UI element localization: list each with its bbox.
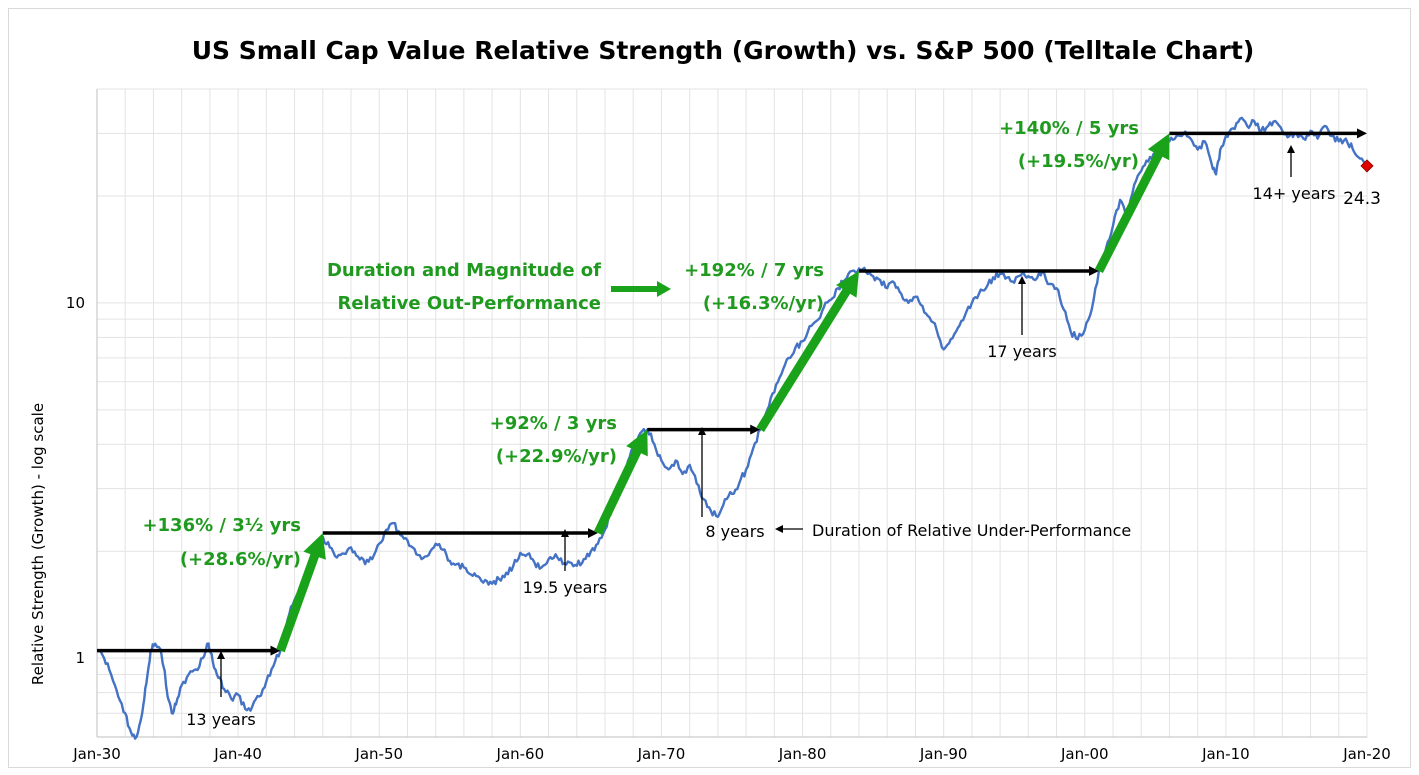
x-tick-label: Jan-80 [778,745,827,763]
duration-label: 14+ years [1253,184,1336,203]
x-tick-label: Jan-30 [72,745,121,763]
x-tick-label: Jan-20 [1342,745,1391,763]
x-tick-label: Jan-70 [637,745,686,763]
under-performance-legend: Duration of Relative Under-Performance [812,521,1131,540]
rally-arrow [756,271,859,432]
rally-arrow [276,533,326,653]
rally-label-annualized: (+19.5%/yr) [1018,151,1139,172]
out-performance-legend-line1: Duration and Magnitude of [327,260,601,281]
y-axis-label: Relative Strength (Growth) - log scale [29,403,47,685]
axis-layer: Jan-30 Jan-40 Jan-50 Jan-60 Jan-70 Jan-80 Jan-… [66,89,1391,763]
rally-label-annualized: (+28.6%/yr) [180,549,301,570]
x-tick-label: Jan-40 [213,745,262,763]
chart-frame: US Small Cap Value Relative Strength (Gr… [8,8,1411,768]
rally-label-magnitude: +136% / 3½ yrs [142,515,301,536]
duration-label: 19.5 years [523,578,608,597]
rally-label-magnitude: +140% / 5 yrs [999,118,1139,139]
x-tick-label: Jan-90 [919,745,968,763]
rally-arrow [1094,133,1170,273]
out-performance-legend-arrow [611,281,671,297]
x-tick-label: Jan-00 [1060,745,1109,763]
x-tick-label: Jan-50 [354,745,403,763]
rally-label-annualized: (+22.9%/yr) [496,446,617,467]
end-value-marker [1360,159,1374,173]
chart-title: US Small Cap Value Relative Strength (Gr… [192,36,1255,65]
x-tick-label: Jan-60 [496,745,545,763]
end-value-label: 24.3 [1343,189,1381,209]
rally-label-magnitude: +192% / 7 yrs [684,260,824,281]
rally-arrow [593,429,648,535]
annotation-layer: +136% / 3½ yrs (+28.6%/yr) +92% / 3 yrs (+2… [97,118,1381,729]
y-tick-label: 1 [75,649,85,667]
rally-label-annualized: (+16.3%/yr) [703,293,824,314]
chart-svg: US Small Cap Value Relative Strength (Gr… [29,36,1391,763]
duration-label: 8 years [705,522,764,541]
duration-label: 13 years [186,710,255,729]
rally-label-magnitude: +92% / 3 yrs [490,413,617,434]
duration-label: 17 years [987,342,1056,361]
out-performance-legend-line2: Relative Out-Performance [337,293,601,314]
x-tick-label: Jan-10 [1201,745,1250,763]
y-tick-label: 10 [66,294,85,312]
